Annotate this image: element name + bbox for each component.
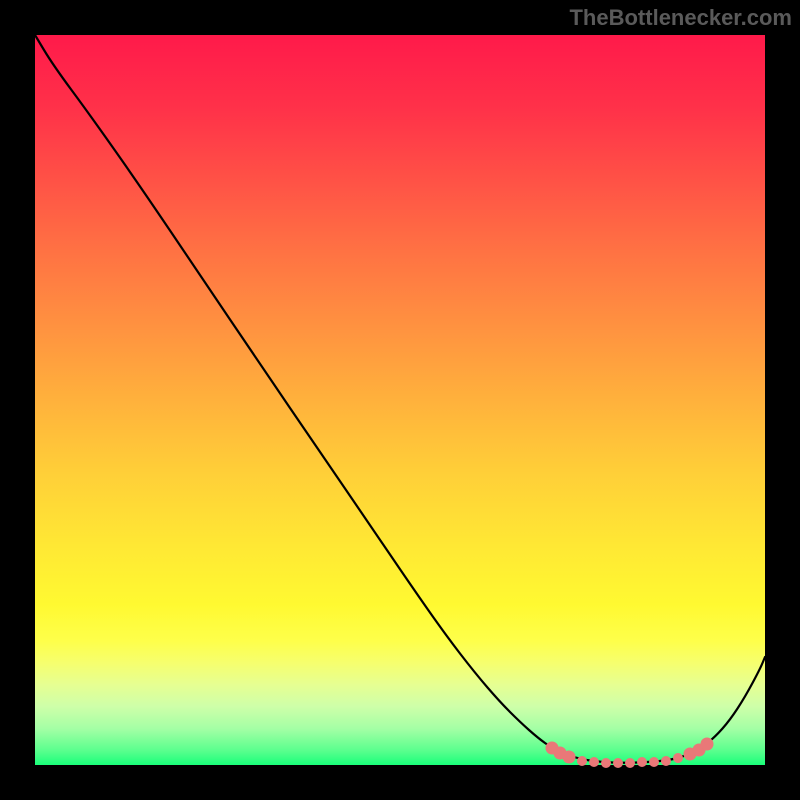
marker-bead: [637, 757, 647, 767]
marker-bead: [577, 756, 587, 766]
marker-bead: [589, 757, 599, 767]
watermark-text: TheBottlenecker.com: [569, 5, 792, 31]
marker-bead: [625, 758, 635, 768]
marker-bead: [601, 758, 611, 768]
marker-bead: [563, 751, 576, 764]
marker-bead: [661, 756, 671, 766]
marker-bead: [701, 738, 714, 751]
chart-container: TheBottlenecker.com: [0, 0, 800, 800]
marker-bead: [613, 758, 623, 768]
marker-bead: [673, 753, 683, 763]
marker-bead: [649, 757, 659, 767]
plot-gradient-background: [35, 35, 765, 765]
chart-svg: [0, 0, 800, 800]
